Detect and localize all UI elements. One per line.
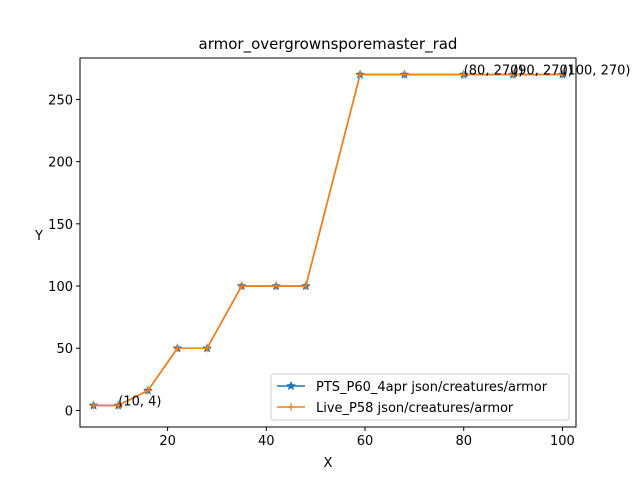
data-point: [400, 70, 409, 79]
x-tick-label: 20: [159, 434, 176, 449]
x-tick-label: 100: [550, 434, 575, 449]
y-tick-label: 100: [48, 280, 73, 295]
data-point: [143, 386, 152, 395]
y-tick-label: 50: [56, 342, 73, 357]
legend-label-0: PTS_P60_4apr json/creatures/armor: [316, 380, 548, 395]
y-tick-label: 150: [48, 218, 73, 233]
data-point: [203, 344, 212, 353]
chart-title: armor_overgrownsporemaster_rad: [199, 35, 458, 54]
y-axis: 0 50 100 150 200 250: [48, 93, 80, 419]
y-tick-label: 0: [65, 404, 73, 419]
data-label: (10, 4): [118, 394, 161, 409]
series-layer: [88, 69, 568, 410]
plot-frame: [79, 57, 577, 428]
data-point: [459, 70, 468, 79]
data-point: [558, 70, 567, 79]
legend-marker-1: [287, 403, 295, 411]
x-tick-label: 40: [258, 434, 275, 449]
series-1: [89, 70, 567, 410]
data-point: [173, 344, 182, 353]
data-point: [237, 282, 246, 291]
y-axis-label: Y: [34, 229, 43, 244]
x-axis: 20 40 60 80 100: [159, 427, 575, 449]
legend-marker-0: [285, 380, 297, 391]
data-point: [272, 282, 281, 291]
x-axis-label: X: [324, 456, 333, 471]
legend: PTS_P60_4apr json/creatures/armor Live_P…: [270, 373, 570, 421]
legend-label-1: Live_P58 json/creatures/armor: [316, 401, 514, 416]
y-tick-label: 250: [48, 93, 73, 108]
x-tick-label: 60: [357, 434, 374, 449]
data-point: [114, 401, 123, 410]
x-tick-label: 80: [455, 434, 472, 449]
data-label: (80, 270): [464, 64, 524, 79]
data-point: [509, 70, 518, 79]
y-tick-label: 200: [48, 156, 73, 171]
plot-area: [80, 58, 576, 427]
data-point: [89, 401, 98, 410]
legend-box: [270, 373, 570, 421]
annotations: (10, 4) (80, 270)(90, 270)(100, 270): [118, 64, 630, 410]
data-point: [356, 70, 365, 79]
data-label: (90, 270): [513, 64, 573, 79]
data-point: [301, 282, 310, 291]
data-label: (100, 270): [562, 64, 630, 79]
